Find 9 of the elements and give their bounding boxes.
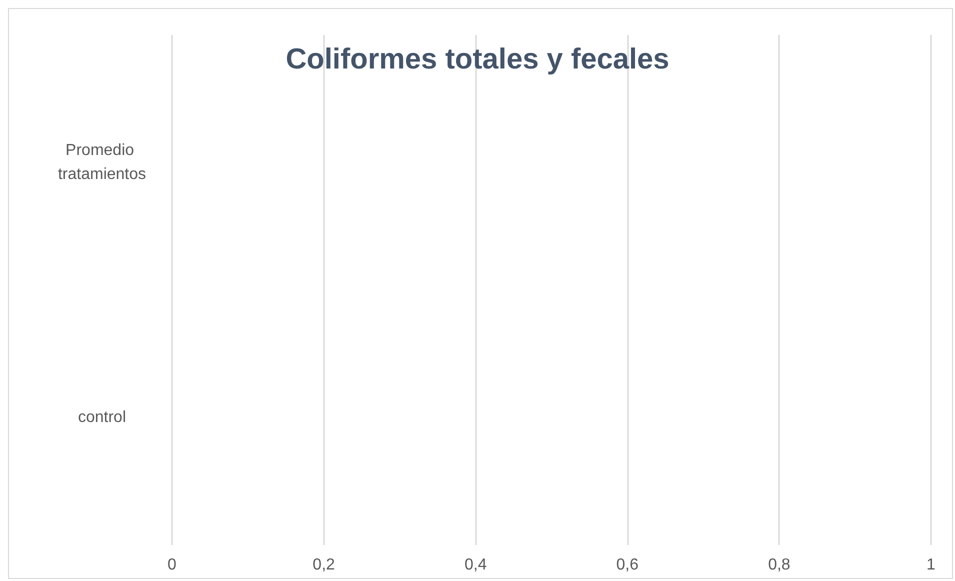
x-tick-label: 0,6 (616, 556, 639, 574)
chart-title: Coliformes totales y fecales (286, 44, 670, 76)
y-tick-label: Promedio tratamientos (58, 142, 146, 183)
x-tick-label: 0,4 (464, 556, 487, 574)
x-tick-label: 1 (926, 556, 936, 574)
x-tick-label: 0,2 (312, 556, 336, 574)
y-tick-label: control (78, 409, 126, 426)
x-tick-label: 0,8 (768, 556, 790, 574)
x-tick-label: 0 (168, 556, 177, 574)
